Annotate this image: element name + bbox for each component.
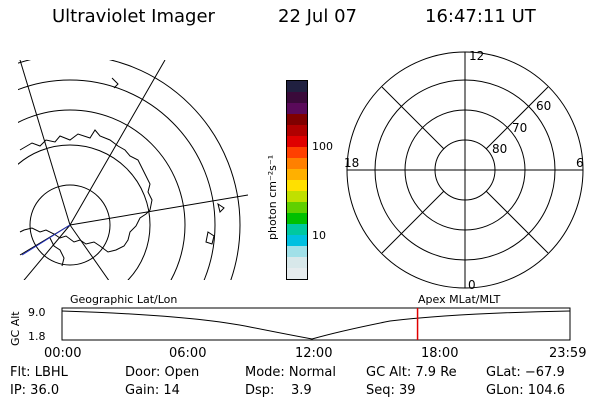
mlt-diagonal (485, 190, 549, 254)
lat-label-70: 70 (512, 121, 527, 135)
colorbar-swatch (287, 81, 307, 92)
meridian (19, 60, 71, 226)
colorbar-swatch (287, 202, 307, 213)
polar-plot-title: Apex MLat/MLT (418, 293, 501, 306)
meridian (23, 224, 71, 280)
mlt-label-18: 18 (344, 156, 359, 170)
colorbar-swatch (287, 147, 307, 158)
instrument-title: Ultraviolet Imager (52, 6, 215, 27)
footer-mode: Mode: Normal (245, 365, 336, 380)
timeline-xtick-2359: 23:59 (549, 346, 587, 361)
mlt-label-0: 0 (468, 278, 476, 292)
lat-circle (18, 79, 216, 280)
observation-date: 22 Jul 07 (278, 6, 357, 27)
colorbar-swatch (287, 268, 307, 279)
timeline-xtick-0600: 06:00 (169, 346, 207, 361)
mlt-label-6: 6 (576, 156, 584, 170)
timeline-frame (61, 307, 571, 341)
coastline (205, 231, 215, 245)
colorbar-tick-100: 100 (312, 140, 333, 153)
colorbar-swatch (287, 180, 307, 191)
track-line (21, 224, 71, 256)
lat-label-60: 60 (536, 99, 551, 113)
mlt-diagonal (381, 86, 445, 150)
meridian (69, 224, 110, 280)
footer-ip: IP: 36.0 (10, 383, 60, 398)
footer-seq: Seq: 39 (366, 383, 416, 398)
lat-circle (18, 144, 151, 280)
lat-circle (29, 184, 111, 266)
colorbar-swatch (287, 213, 307, 224)
footer-dsp: Dsp: 3.9 (245, 383, 312, 398)
colorbar-swatch (287, 169, 307, 180)
lat-circle (18, 109, 186, 280)
colorbar-swatch (287, 158, 307, 169)
colorbar-swatch (287, 246, 307, 257)
altitude-timeline (61, 307, 571, 341)
polar-plot: 12 18 6 0 60 70 80 (344, 49, 584, 292)
colorbar-swatch (287, 114, 307, 125)
lat-label-80: 80 (492, 142, 507, 156)
colorbar-swatch (287, 235, 307, 246)
colorbar-unit-label: photon cm⁻²s⁻¹ (266, 154, 279, 240)
meridian (69, 60, 166, 226)
mlt-diagonal (381, 190, 445, 254)
colorbar-swatch (287, 103, 307, 114)
altitude-curve (61, 310, 571, 340)
colorbar-tick-10: 10 (312, 229, 326, 242)
timeline-y-label: GC Alt (9, 311, 22, 346)
footer-filter: Flt: LBHL (10, 365, 68, 380)
footer-glat: GLat: −67.9 (486, 365, 565, 380)
coastline (49, 237, 65, 267)
footer-glon: GLon: 104.6 (486, 383, 566, 398)
timeline-ytick-9: 9.0 (28, 306, 46, 319)
timeline-xtick-1200: 12:00 (295, 346, 333, 361)
timeline-xtick-0000: 00:00 (44, 346, 82, 361)
timeline-xtick-1800: 18:00 (421, 346, 459, 361)
colorbar-swatch (287, 125, 307, 136)
colorbar-swatch (287, 257, 307, 268)
colorbar-swatch (287, 191, 307, 202)
footer-gc-alt: GC Alt: 7.9 Re (366, 365, 457, 380)
geographic-map (18, 60, 248, 280)
coastline (19, 129, 153, 253)
colorbar-swatch (287, 92, 307, 103)
colorbar-swatch (287, 224, 307, 235)
coastline (111, 77, 119, 89)
mlt-diagonal (485, 86, 549, 150)
colorbar-swatch (287, 136, 307, 147)
colorbar (286, 80, 308, 280)
coastline (217, 202, 225, 213)
timeline-ytick-1-8: 1.8 (28, 330, 46, 343)
meridian (69, 194, 248, 226)
footer-gain: Gain: 14 (125, 383, 180, 398)
mlt-label-12: 12 (469, 49, 484, 63)
geo-plot-title: Geographic Lat/Lon (70, 293, 178, 306)
lat-circle (18, 60, 241, 280)
footer-door: Door: Open (125, 365, 200, 380)
observation-time: 16:47:11 UT (425, 6, 536, 27)
